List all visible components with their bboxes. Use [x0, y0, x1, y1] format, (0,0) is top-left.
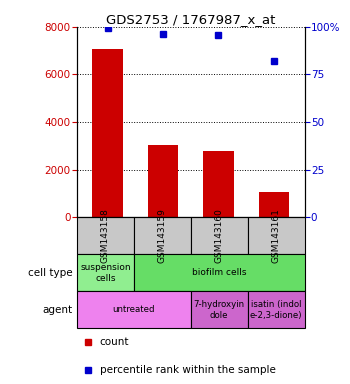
Bar	[134, 217, 191, 254]
Text: GSM143161: GSM143161	[272, 209, 281, 263]
Bar	[248, 291, 304, 328]
Bar	[248, 217, 304, 254]
Text: GSM143160: GSM143160	[215, 209, 224, 263]
Bar	[92, 50, 123, 217]
Text: isatin (indol
e-2,3-dione): isatin (indol e-2,3-dione)	[250, 300, 302, 319]
Bar	[77, 291, 191, 328]
Text: GSM143158: GSM143158	[101, 209, 110, 263]
Bar	[203, 151, 234, 217]
Text: biofilm cells: biofilm cells	[192, 268, 246, 277]
Text: count: count	[100, 337, 129, 348]
Text: untreated: untreated	[113, 305, 155, 314]
Title: GDS2753 / 1767987_x_at: GDS2753 / 1767987_x_at	[106, 13, 275, 26]
Text: agent: agent	[42, 305, 72, 315]
Text: percentile rank within the sample: percentile rank within the sample	[100, 365, 276, 375]
Bar	[134, 254, 304, 291]
Bar	[259, 192, 289, 217]
Bar	[148, 145, 178, 217]
Bar	[191, 217, 248, 254]
Bar	[77, 254, 134, 291]
Text: GSM143159: GSM143159	[158, 209, 167, 263]
Text: 7-hydroxyin
dole: 7-hydroxyin dole	[194, 300, 245, 319]
Bar	[191, 291, 248, 328]
Text: cell type: cell type	[28, 268, 72, 278]
Bar	[77, 217, 134, 254]
Text: suspension
cells: suspension cells	[80, 263, 131, 283]
